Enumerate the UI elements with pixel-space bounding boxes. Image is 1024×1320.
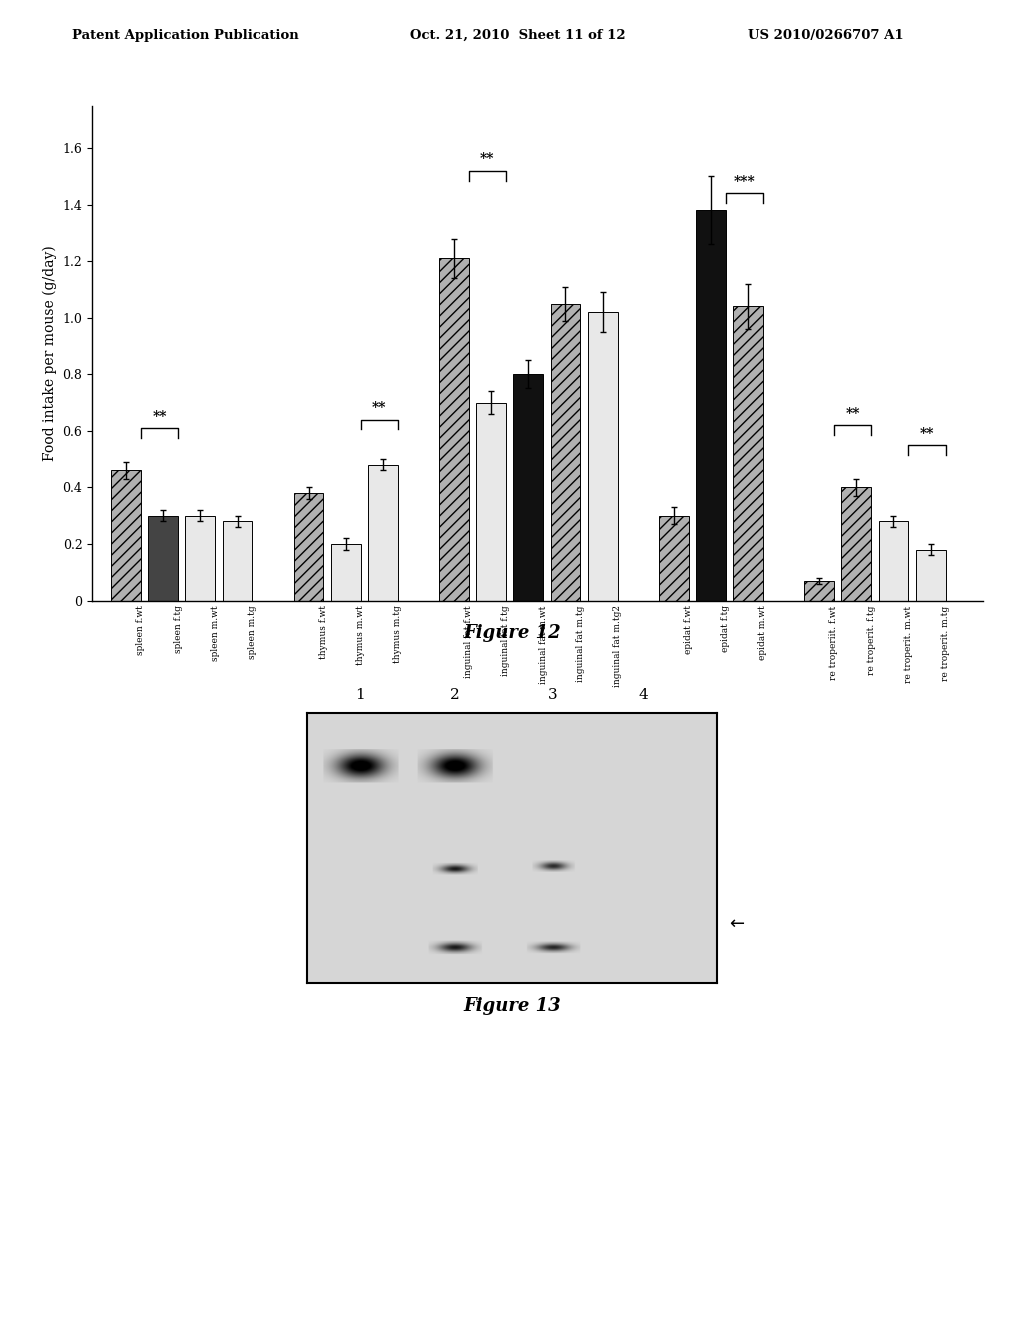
Text: ***: *** <box>733 176 756 189</box>
Bar <box>476 403 506 601</box>
Text: Figure 12: Figure 12 <box>463 624 561 643</box>
Text: **: ** <box>372 401 386 416</box>
Text: **: ** <box>845 407 860 421</box>
Bar <box>842 487 871 601</box>
Bar <box>696 210 726 601</box>
Text: **: ** <box>920 426 934 441</box>
Text: Figure 13: Figure 13 <box>463 997 561 1015</box>
Bar <box>588 312 617 601</box>
Bar <box>915 549 945 601</box>
Text: ←: ← <box>729 915 744 933</box>
Text: 4: 4 <box>638 688 648 702</box>
Bar <box>439 259 469 601</box>
Text: 2: 2 <box>450 688 460 702</box>
Bar <box>185 516 215 601</box>
Text: US 2010/0266707 A1: US 2010/0266707 A1 <box>748 29 903 42</box>
Y-axis label: Food intake per mouse (g/day): Food intake per mouse (g/day) <box>43 246 57 461</box>
Bar <box>658 516 688 601</box>
Text: Patent Application Publication: Patent Application Publication <box>72 29 298 42</box>
Text: **: ** <box>153 409 167 424</box>
Bar <box>111 470 141 601</box>
Text: 1: 1 <box>355 688 366 702</box>
Bar <box>331 544 360 601</box>
Bar <box>368 465 397 601</box>
Bar <box>148 516 178 601</box>
Text: **: ** <box>480 152 495 166</box>
Bar <box>733 306 763 601</box>
Bar <box>804 581 834 601</box>
Bar <box>222 521 253 601</box>
Text: Oct. 21, 2010  Sheet 11 of 12: Oct. 21, 2010 Sheet 11 of 12 <box>410 29 626 42</box>
Bar <box>879 521 908 601</box>
Bar <box>513 375 543 601</box>
Bar <box>294 494 324 601</box>
Text: 3: 3 <box>548 688 558 702</box>
Bar <box>551 304 581 601</box>
